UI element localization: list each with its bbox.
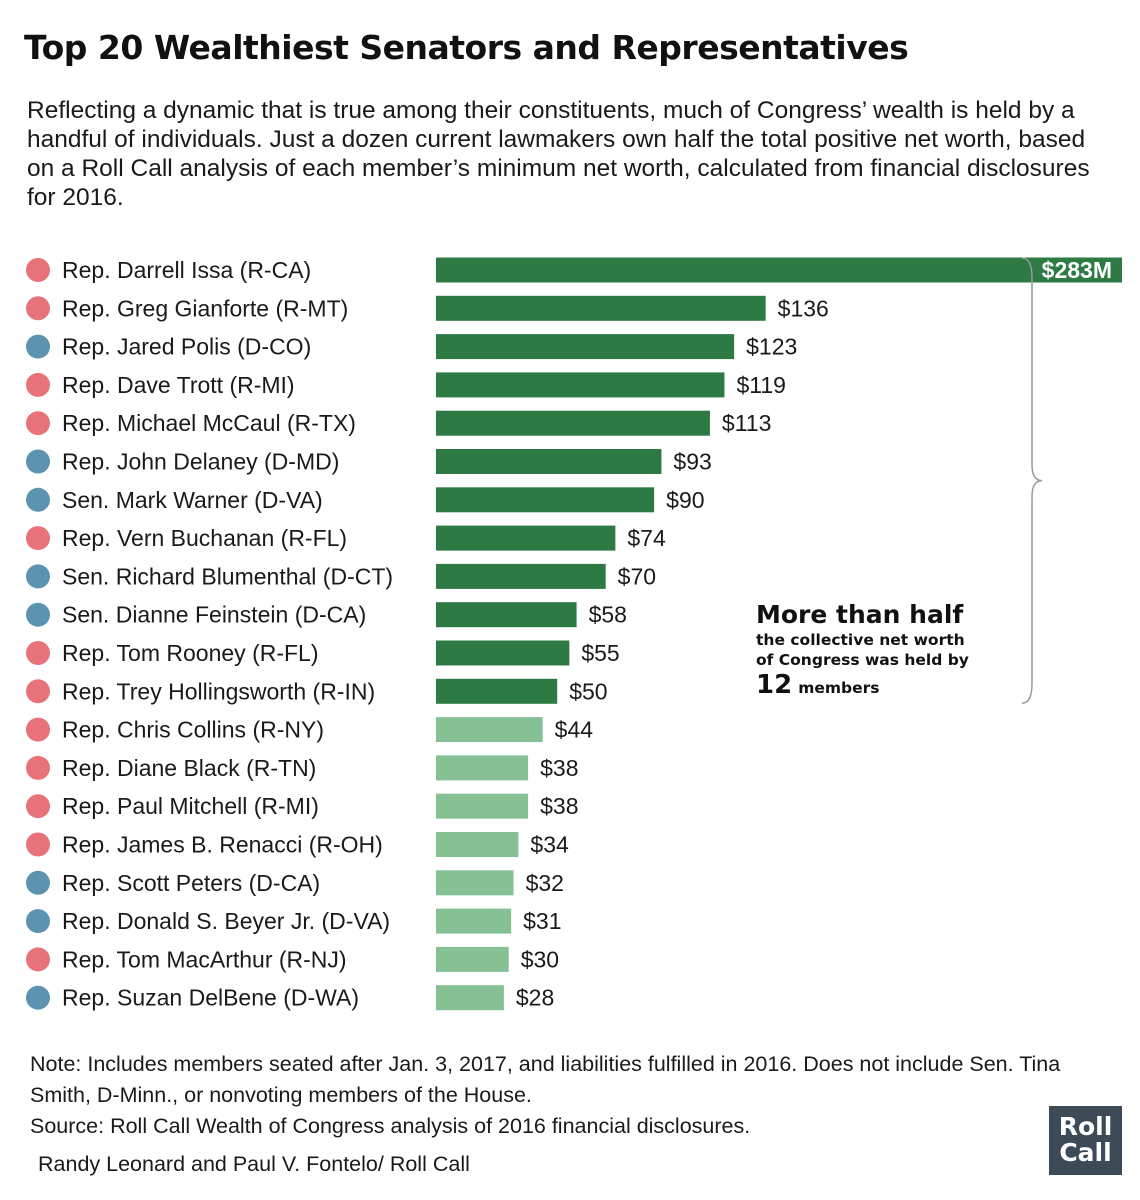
bar bbox=[436, 870, 514, 896]
bar bbox=[436, 295, 766, 321]
member-label: Rep. Suzan DelBene (D-WA) bbox=[62, 985, 359, 1011]
member-label: Rep. Donald S. Beyer Jr. (D-VA) bbox=[62, 908, 390, 934]
logo-line-2: Call bbox=[1059, 1138, 1112, 1167]
party-dot bbox=[26, 947, 50, 972]
value-label: $283M bbox=[1042, 257, 1112, 283]
bar bbox=[436, 793, 529, 819]
annotation: More than half the collective net worth … bbox=[756, 600, 1026, 703]
member-label: Rep. Tom Rooney (R-FL) bbox=[62, 640, 319, 666]
party-dot bbox=[26, 832, 50, 857]
annotation-suffix: members bbox=[798, 679, 880, 697]
member-label: Sen. Richard Blumenthal (D-CT) bbox=[62, 563, 393, 589]
value-label: $32 bbox=[526, 870, 564, 896]
bar bbox=[436, 946, 509, 972]
party-dot bbox=[26, 794, 50, 819]
party-dot bbox=[26, 372, 50, 397]
bar bbox=[436, 908, 512, 934]
party-dot bbox=[26, 334, 50, 359]
member-label: Rep. Michael McCaul (R-TX) bbox=[62, 410, 356, 436]
value-label: $44 bbox=[555, 717, 594, 743]
bar bbox=[436, 717, 543, 743]
value-label: $58 bbox=[589, 602, 627, 628]
value-label: $113 bbox=[722, 410, 771, 436]
value-label: $34 bbox=[530, 832, 569, 858]
bar bbox=[436, 487, 655, 513]
party-dot bbox=[26, 602, 50, 627]
bar bbox=[436, 334, 735, 360]
party-dot bbox=[26, 755, 50, 780]
bar bbox=[436, 410, 710, 436]
party-dot bbox=[26, 870, 50, 895]
party-dot bbox=[26, 449, 50, 474]
member-label: Sen. Dianne Feinstein (D-CA) bbox=[62, 602, 366, 628]
annotation-headline: More than half bbox=[756, 600, 964, 629]
note-text: Note: Includes members seated after Jan.… bbox=[30, 1052, 1061, 1107]
member-label: Rep. Darrell Issa (R-CA) bbox=[62, 257, 311, 283]
party-dot bbox=[26, 411, 50, 436]
bar bbox=[436, 640, 570, 666]
value-label: $90 bbox=[666, 487, 704, 513]
member-label: Rep. Greg Gianforte (R-MT) bbox=[62, 295, 348, 321]
value-label: $38 bbox=[540, 755, 578, 781]
party-dot bbox=[26, 909, 50, 934]
footnotes: Note: Includes members seated after Jan.… bbox=[30, 1049, 1110, 1142]
party-dot bbox=[26, 641, 50, 665]
credit-text: Randy Leonard and Paul V. Fontelo/ Roll … bbox=[38, 1152, 470, 1176]
value-label: $136 bbox=[778, 295, 829, 321]
bracket bbox=[1021, 257, 1043, 705]
party-dot bbox=[26, 985, 50, 1010]
value-label: $31 bbox=[523, 908, 561, 934]
bar bbox=[436, 257, 1122, 283]
value-label: $38 bbox=[540, 793, 578, 819]
member-label: Rep. Dave Trott (R-MI) bbox=[62, 372, 295, 398]
annotation-number: 12 bbox=[756, 670, 793, 700]
party-dot bbox=[26, 564, 50, 589]
member-label: Rep. John Delaney (D-MD) bbox=[62, 449, 339, 475]
party-dot bbox=[26, 258, 50, 282]
roll-call-logo: Roll Call bbox=[1049, 1106, 1122, 1175]
member-label: Rep. Jared Polis (D-CO) bbox=[62, 334, 311, 360]
source-text: Source: Roll Call Wealth of Congress ana… bbox=[30, 1114, 751, 1138]
member-label: Sen. Mark Warner (D-VA) bbox=[62, 487, 323, 513]
member-label: Rep. Paul Mitchell (R-MI) bbox=[62, 793, 319, 819]
party-dot bbox=[26, 717, 50, 742]
bar bbox=[436, 449, 662, 474]
member-label: Rep. Vern Buchanan (R-FL) bbox=[62, 525, 347, 551]
value-label: $119 bbox=[736, 372, 785, 398]
bar bbox=[436, 985, 504, 1011]
member-label: Rep. Scott Peters (D-CA) bbox=[62, 870, 320, 896]
value-label: $28 bbox=[516, 985, 554, 1011]
bar bbox=[436, 602, 577, 628]
bar bbox=[436, 372, 725, 398]
chart-subtitle: Reflecting a dynamic that is true among … bbox=[27, 97, 1090, 211]
value-label: $93 bbox=[673, 449, 711, 475]
value-label: $74 bbox=[627, 525, 666, 551]
chart-title: Top 20 Wealthiest Senators and Represent… bbox=[24, 28, 909, 67]
bar bbox=[436, 525, 616, 551]
member-label: Rep. Trey Hollingsworth (R-IN) bbox=[62, 678, 375, 704]
member-label: Rep. Chris Collins (R-NY) bbox=[62, 717, 324, 743]
bar-chart: Rep. Darrell Issa (R-CA) $283M Rep. Greg G… bbox=[26, 257, 1122, 1011]
value-label: $30 bbox=[521, 946, 559, 972]
member-label: Rep. Tom MacArthur (R-NJ) bbox=[62, 946, 347, 972]
annotation-line-2: of Congress was held by bbox=[756, 651, 969, 669]
bar bbox=[436, 678, 558, 704]
bar bbox=[436, 832, 519, 857]
value-label: $70 bbox=[618, 563, 656, 589]
value-label: $55 bbox=[581, 640, 619, 666]
member-label: Rep. James B. Renacci (R-OH) bbox=[62, 832, 383, 858]
party-dot bbox=[26, 526, 50, 551]
bar bbox=[436, 563, 606, 589]
party-dot bbox=[26, 679, 50, 704]
value-label: $123 bbox=[746, 334, 797, 360]
value-label: $50 bbox=[569, 678, 607, 704]
member-label: Rep. Diane Black (R-TN) bbox=[62, 755, 316, 781]
party-dot bbox=[26, 487, 50, 512]
annotation-line-1: the collective net worth bbox=[756, 631, 965, 649]
party-dot bbox=[26, 296, 50, 321]
logo-line-1: Roll bbox=[1058, 1112, 1113, 1141]
annotation-footer: 12 members bbox=[756, 670, 1026, 703]
bar bbox=[436, 755, 529, 781]
